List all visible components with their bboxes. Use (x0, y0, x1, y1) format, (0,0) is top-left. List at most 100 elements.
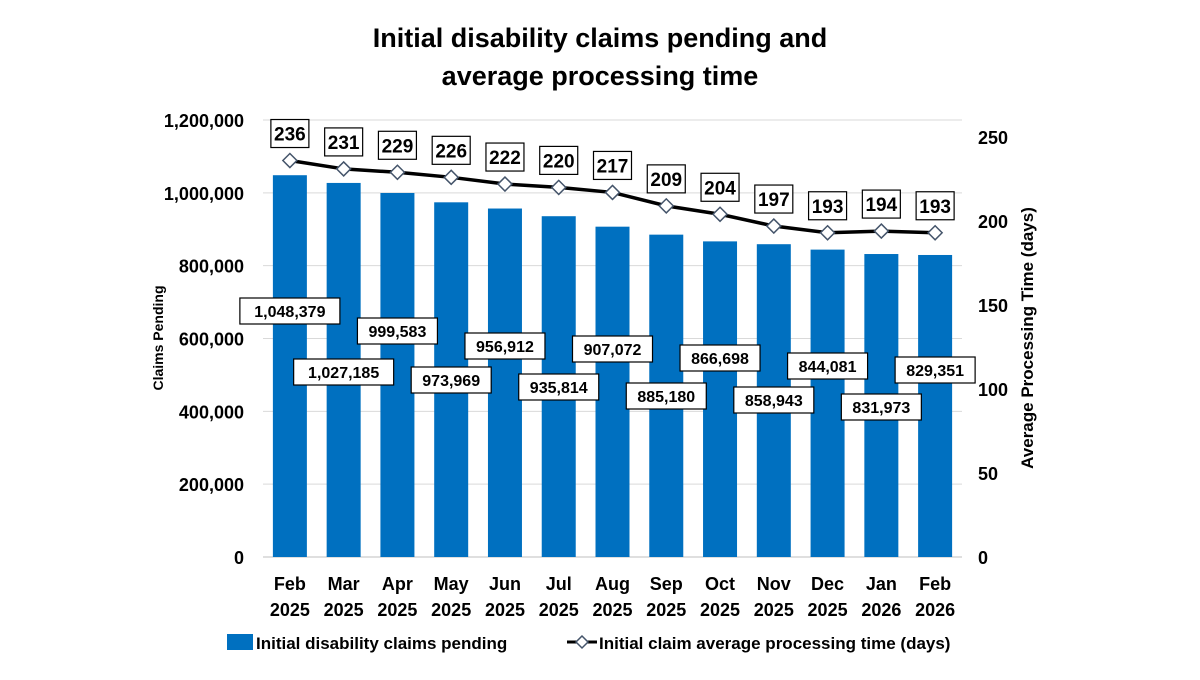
line-label-box (861, 189, 901, 219)
line-marker-diamond (604, 184, 621, 201)
x-tick-month: Mar (328, 574, 360, 594)
line-marker-diamond (443, 169, 460, 186)
line-label-box (646, 164, 686, 194)
x-tick-month: May (434, 574, 469, 594)
line-marker-diamond (389, 164, 406, 181)
line-data-label: 229 (382, 136, 414, 157)
line-data-label: 222 (489, 148, 521, 169)
bar-label-box (518, 373, 600, 401)
right-tick-label: 100 (978, 380, 1008, 400)
bar-data-label: 1,027,185 (308, 365, 379, 382)
left-tick-label: 1,000,000 (164, 184, 244, 204)
bar-data-label: 999,583 (369, 324, 427, 341)
line-data-label: 226 (435, 141, 467, 162)
x-tick-month: Dec (811, 574, 844, 594)
bar-data-label: 829,351 (906, 363, 964, 380)
bar-label-box (840, 393, 922, 421)
x-tick-year: 2025 (270, 600, 310, 620)
bar-data-label: 844,081 (799, 359, 857, 376)
right-axis-ticks: 0 50 100 150 200 250 (978, 128, 1008, 568)
bar-label-box (894, 356, 976, 384)
line-data-label: 204 (704, 178, 736, 199)
line-marker-diamond (765, 217, 782, 235)
x-tick-year: 2025 (592, 600, 632, 620)
line-label-box (915, 191, 955, 221)
right-tick-label: 150 (978, 296, 1008, 316)
bar (703, 241, 738, 557)
x-tick-year: 2025 (808, 600, 848, 620)
line-marker-diamond (927, 224, 944, 241)
chart-title-line-2: average processing time (442, 61, 759, 91)
line-series (281, 152, 944, 241)
x-tick-month: Oct (705, 574, 735, 594)
x-tick-month: Nov (757, 574, 791, 594)
x-tick-month: Jun (489, 574, 521, 594)
line-data-label: 220 (543, 151, 575, 172)
bar (810, 249, 845, 557)
bar (595, 226, 630, 557)
bar-label-box (625, 382, 707, 410)
line-marker-diamond (873, 223, 890, 240)
bar-data-label: 956,912 (476, 339, 534, 356)
line-label-box (377, 130, 418, 160)
bar (918, 254, 953, 557)
x-axis-ticks: Feb 2025 Mar 2025 Apr 2025 May 2025 Jun 2025 Jul 20… (270, 574, 955, 620)
line-data-label: 193 (812, 197, 844, 218)
bar-data-labels: 1,048,379 1,027,185 999,583 973,969 956,912 9… (239, 297, 976, 421)
left-tick-label: 0 (234, 548, 244, 568)
right-axis-label: Average Processing Time (days) (1018, 207, 1037, 469)
bar-data-label: 935,814 (530, 380, 588, 397)
line-marker-diamond (711, 206, 729, 223)
bar (487, 208, 522, 558)
x-tick-year: 2025 (700, 600, 740, 620)
x-tick-month: Feb (274, 574, 306, 594)
x-tick-month: Sep (650, 574, 683, 594)
line-data-label: 236 (274, 125, 306, 146)
bar-label-box (571, 335, 654, 363)
line-data-label: 231 (328, 133, 360, 154)
line-label-box (700, 172, 740, 202)
legend: Initial disability claims pending Initia… (227, 634, 950, 653)
line-label-box (592, 150, 633, 181)
bar-data-label: 907,072 (584, 342, 642, 359)
line-data-label: 197 (758, 190, 790, 211)
x-tick-month: Aug (595, 574, 630, 594)
line-marker-diamond (496, 175, 514, 193)
bar-data-label: 973,969 (422, 373, 480, 390)
bar-data-label: 885,180 (637, 389, 695, 406)
x-tick-month: Feb (919, 574, 951, 594)
bar-label-box (356, 317, 439, 345)
bar-label-box (239, 297, 341, 325)
x-tick-month: Jan (866, 574, 897, 594)
x-tick-year: 2025 (431, 600, 471, 620)
left-tick-label: 600,000 (179, 330, 244, 350)
x-tick-year: 2025 (539, 600, 579, 620)
line-label-box (431, 135, 471, 165)
line-label-box (324, 127, 364, 157)
x-tick-year: 2025 (754, 600, 794, 620)
line-marker-diamond (658, 197, 675, 214)
left-tick-label: 800,000 (179, 257, 244, 277)
left-tick-label: 200,000 (179, 475, 244, 495)
line-label-box (539, 145, 579, 175)
left-tick-label: 400,000 (179, 402, 244, 422)
bar-label-box (679, 344, 761, 372)
line-data-labels: 236 231 229 226 222 220 217 209 204 197 193 194 193 (270, 118, 955, 221)
right-tick-label: 250 (978, 128, 1008, 148)
x-tick-month: Jul (546, 574, 572, 594)
right-tick-label: 0 (978, 548, 988, 568)
bar-data-label: 858,943 (745, 393, 803, 410)
bar-label-box (733, 386, 815, 414)
legend-bar-swatch (227, 634, 253, 650)
left-axis-label: Claims Pending (150, 285, 166, 390)
x-tick-year: 2025 (485, 600, 525, 620)
right-tick-label: 200 (978, 212, 1008, 232)
x-tick-month: Apr (382, 574, 413, 594)
legend-bar-label: Initial disability claims pending (256, 634, 507, 653)
right-tick-label: 50 (978, 464, 998, 484)
line-data-label: 217 (597, 156, 629, 177)
x-tick-year: 2025 (324, 600, 364, 620)
line-label-box (754, 184, 794, 214)
bar-label-box (410, 366, 492, 394)
